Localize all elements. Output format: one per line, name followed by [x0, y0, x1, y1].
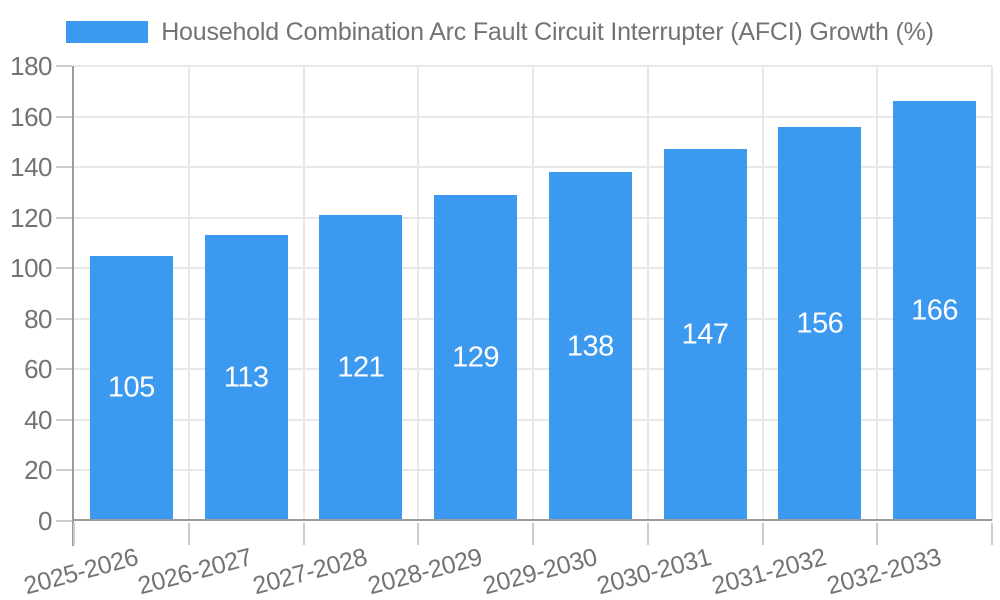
y-tick — [56, 216, 72, 219]
bar-value-label: 166 — [911, 294, 959, 327]
bar[interactable] — [778, 126, 862, 521]
y-tick-label: 40 — [24, 404, 52, 435]
bar-value-label: 156 — [796, 307, 844, 340]
bar[interactable] — [663, 149, 747, 521]
x-tick — [73, 523, 75, 545]
x-tick-label: 2031-2032 — [708, 543, 830, 600]
y-tick-label: 180 — [10, 51, 52, 81]
v-gridline — [532, 66, 534, 521]
x-tick-label: 2025-2026 — [20, 543, 141, 600]
x-tick-label: 2030-2031 — [594, 543, 715, 600]
y-tick-label: 120 — [10, 202, 52, 233]
y-tick-label: 160 — [10, 101, 52, 132]
y-tick — [56, 520, 72, 522]
bar-value-label: 138 — [566, 330, 614, 363]
y-tick-label: 20 — [24, 455, 52, 486]
y-tick-label: 60 — [24, 354, 52, 385]
y-tick-label: 0 — [38, 506, 52, 536]
x-tick-label: 2032-2033 — [823, 543, 944, 600]
y-tick — [56, 469, 72, 472]
bar[interactable] — [204, 235, 288, 521]
bar[interactable] — [89, 255, 173, 521]
y-tick — [56, 65, 72, 67]
v-gridline — [991, 66, 993, 521]
x-tick — [876, 523, 879, 545]
v-gridline — [417, 66, 420, 521]
x-tick — [417, 523, 420, 545]
x-tick-label: 2027-2028 — [249, 543, 371, 600]
y-tick-label: 100 — [10, 253, 52, 284]
bar[interactable] — [319, 215, 403, 521]
v-gridline — [761, 66, 764, 521]
y-tick — [56, 166, 72, 169]
x-tick — [646, 523, 649, 545]
v-gridline — [876, 66, 879, 521]
x-tick — [761, 523, 764, 545]
y-tick — [56, 115, 72, 118]
y-tick — [56, 418, 72, 421]
y-tick — [56, 267, 72, 270]
legend-swatch-icon — [66, 21, 149, 43]
x-tick — [302, 523, 305, 545]
y-tick-label: 80 — [24, 303, 52, 334]
y-axis-line — [72, 66, 74, 546]
bar[interactable] — [434, 194, 518, 521]
x-tick — [532, 523, 534, 545]
bar-value-label: 113 — [223, 361, 269, 394]
bar-value-label: 105 — [107, 371, 155, 404]
x-tick — [991, 523, 993, 545]
v-gridline — [646, 66, 649, 521]
y-tick — [56, 317, 72, 320]
legend-label: Household Combination Arc Fault Circuit … — [161, 17, 934, 46]
y-tick — [56, 368, 72, 371]
bar[interactable] — [548, 172, 632, 521]
v-gridline — [187, 66, 190, 521]
x-tick-label: 2026-2027 — [135, 543, 256, 600]
x-axis-line — [74, 519, 992, 521]
x-tick-label: 2029-2030 — [479, 543, 600, 600]
bar-value-label: 147 — [681, 318, 729, 351]
plot-area: 105 113 121 129 138 147 156 166 — [72, 65, 993, 546]
y-tick-label: 140 — [10, 152, 52, 183]
x-tick — [187, 523, 190, 545]
x-tick-label: 2028-2029 — [364, 543, 485, 600]
legend[interactable]: Household Combination Arc Fault Circuit … — [0, 10, 1000, 54]
bar[interactable] — [893, 101, 977, 521]
bar-value-label: 121 — [337, 351, 385, 384]
v-gridline — [302, 66, 305, 521]
bar-value-label: 129 — [452, 341, 500, 374]
